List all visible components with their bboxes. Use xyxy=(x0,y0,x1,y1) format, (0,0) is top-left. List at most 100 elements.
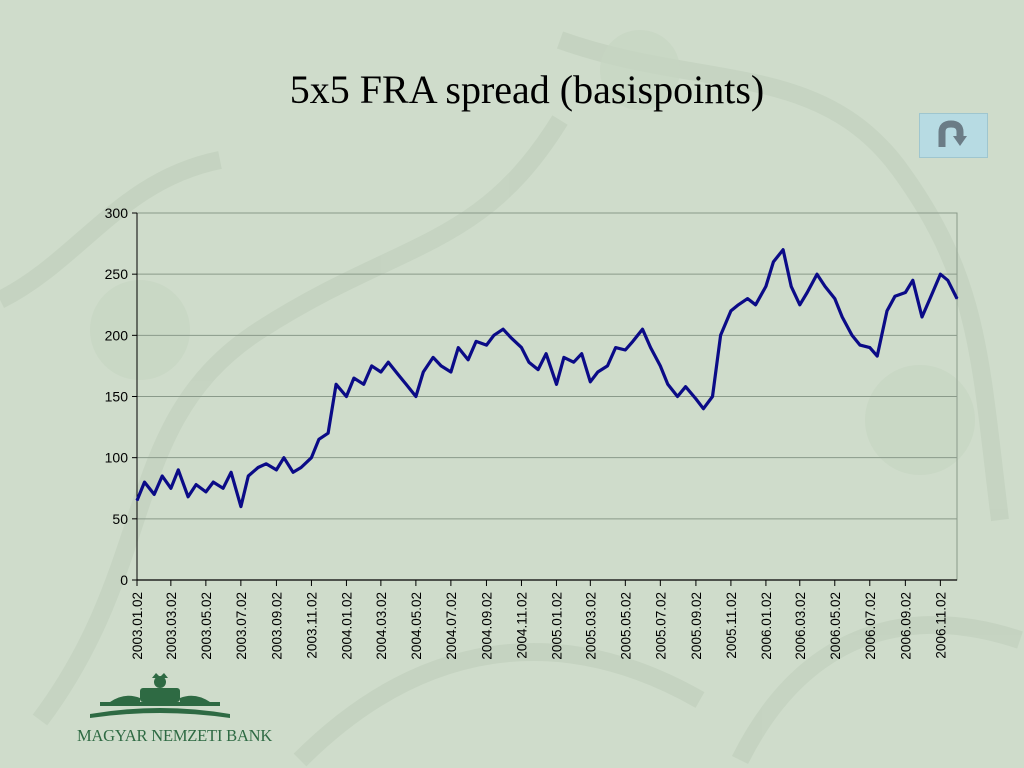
data-point xyxy=(457,346,460,349)
data-point xyxy=(555,383,558,386)
data-point xyxy=(606,365,609,367)
data-point xyxy=(816,273,818,275)
y-tick-label: 150 xyxy=(105,389,129,405)
x-tick-label: 2005.01.02 xyxy=(549,592,564,660)
data-point xyxy=(904,291,907,294)
data-point xyxy=(666,383,669,386)
data-point xyxy=(153,493,156,496)
data-point xyxy=(247,475,250,477)
y-tick-label: 100 xyxy=(105,450,129,466)
data-point xyxy=(851,334,853,337)
data-point xyxy=(335,383,337,386)
data-point xyxy=(440,365,442,367)
y-tick-label: 200 xyxy=(105,327,129,343)
data-point xyxy=(790,285,792,288)
x-tick-label: 2005.05.02 xyxy=(618,592,633,660)
data-point xyxy=(649,346,652,349)
data-point xyxy=(947,279,949,282)
data-point xyxy=(195,483,197,486)
data-point xyxy=(257,466,259,469)
data-point xyxy=(868,346,871,349)
x-tick-label: 2003.01.02 xyxy=(130,592,145,660)
data-point xyxy=(659,365,662,367)
x-tick-label: 2004.03.02 xyxy=(374,592,389,660)
x-tick-label: 2005.11.02 xyxy=(724,592,739,659)
data-point xyxy=(676,395,679,398)
data-point xyxy=(143,481,146,483)
data-point xyxy=(275,469,278,471)
data-point xyxy=(798,303,801,306)
series-line xyxy=(135,248,959,509)
data-point xyxy=(746,297,749,300)
bank-logo-text: MAGYAR NEMZETI BANK xyxy=(77,726,273,745)
data-point xyxy=(510,336,512,339)
data-point xyxy=(580,352,583,355)
data-point xyxy=(711,395,714,398)
data-point xyxy=(397,373,399,376)
data-point xyxy=(730,310,732,312)
y-tick-label: 300 xyxy=(105,205,129,221)
back-button[interactable] xyxy=(919,113,988,158)
data-point xyxy=(754,303,757,306)
x-tick-label: 2006.03.02 xyxy=(793,592,808,660)
data-point xyxy=(528,361,530,364)
data-point xyxy=(432,356,434,359)
x-tick-label: 2004.11.02 xyxy=(514,592,529,659)
data-point xyxy=(362,383,365,386)
x-tick-label: 2003.07.02 xyxy=(234,592,249,660)
x-tick-label: 2003.11.02 xyxy=(304,592,319,659)
data-point xyxy=(318,438,320,441)
x-tick-label: 2006.01.02 xyxy=(759,592,774,660)
x-tick-label: 2004.09.02 xyxy=(479,592,494,660)
x-tick-label: 2004.05.02 xyxy=(409,592,424,660)
x-tick-label: 2006.11.02 xyxy=(933,592,948,659)
data-point xyxy=(631,340,634,343)
x-tick-label: 2005.07.02 xyxy=(653,592,668,660)
data-point xyxy=(894,295,896,297)
x-tick-label: 2006.09.02 xyxy=(898,592,913,660)
x-tick-label: 2003.03.02 xyxy=(164,592,179,660)
data-point xyxy=(467,359,469,361)
data-point xyxy=(589,381,592,383)
slide-title: 5x5 FRA spread (basispoints) xyxy=(289,67,765,112)
data-point xyxy=(772,261,775,263)
data-point xyxy=(292,471,294,474)
data-point xyxy=(450,371,452,373)
x-tick-label: 2005.09.02 xyxy=(689,592,704,660)
data-point xyxy=(230,471,232,474)
data-point xyxy=(415,395,417,398)
data-point xyxy=(939,273,942,275)
crown-building-emblem-icon xyxy=(90,673,230,718)
data-point xyxy=(596,371,599,373)
y-tick-label: 50 xyxy=(112,511,128,527)
x-tick-label: 2004.01.02 xyxy=(339,592,354,660)
data-point xyxy=(405,383,407,386)
data-point xyxy=(310,456,313,459)
data-point xyxy=(222,487,224,490)
data-point xyxy=(912,279,914,282)
data-point xyxy=(737,303,740,306)
data-point xyxy=(170,487,172,490)
data-point xyxy=(520,346,523,349)
data-point xyxy=(624,349,627,351)
data-point xyxy=(841,316,844,318)
data-point xyxy=(300,466,302,469)
data-point xyxy=(719,334,722,337)
y-tick-label: 250 xyxy=(105,266,129,282)
data-point xyxy=(161,475,164,477)
data-point xyxy=(177,469,180,471)
x-tick-label: 2004.07.02 xyxy=(444,592,459,660)
y-tick-label: 0 xyxy=(120,572,128,588)
data-point xyxy=(327,432,329,435)
data-point xyxy=(572,361,575,364)
data-point xyxy=(806,291,809,294)
data-point xyxy=(493,334,495,337)
data-point xyxy=(370,365,373,367)
u-turn-back-arrow-icon xyxy=(938,120,967,147)
data-point xyxy=(876,355,879,357)
x-tick-label: 2006.07.02 xyxy=(863,592,878,660)
data-point xyxy=(765,285,767,288)
x-tick-label: 2005.03.02 xyxy=(583,592,598,660)
data-point xyxy=(502,328,504,331)
